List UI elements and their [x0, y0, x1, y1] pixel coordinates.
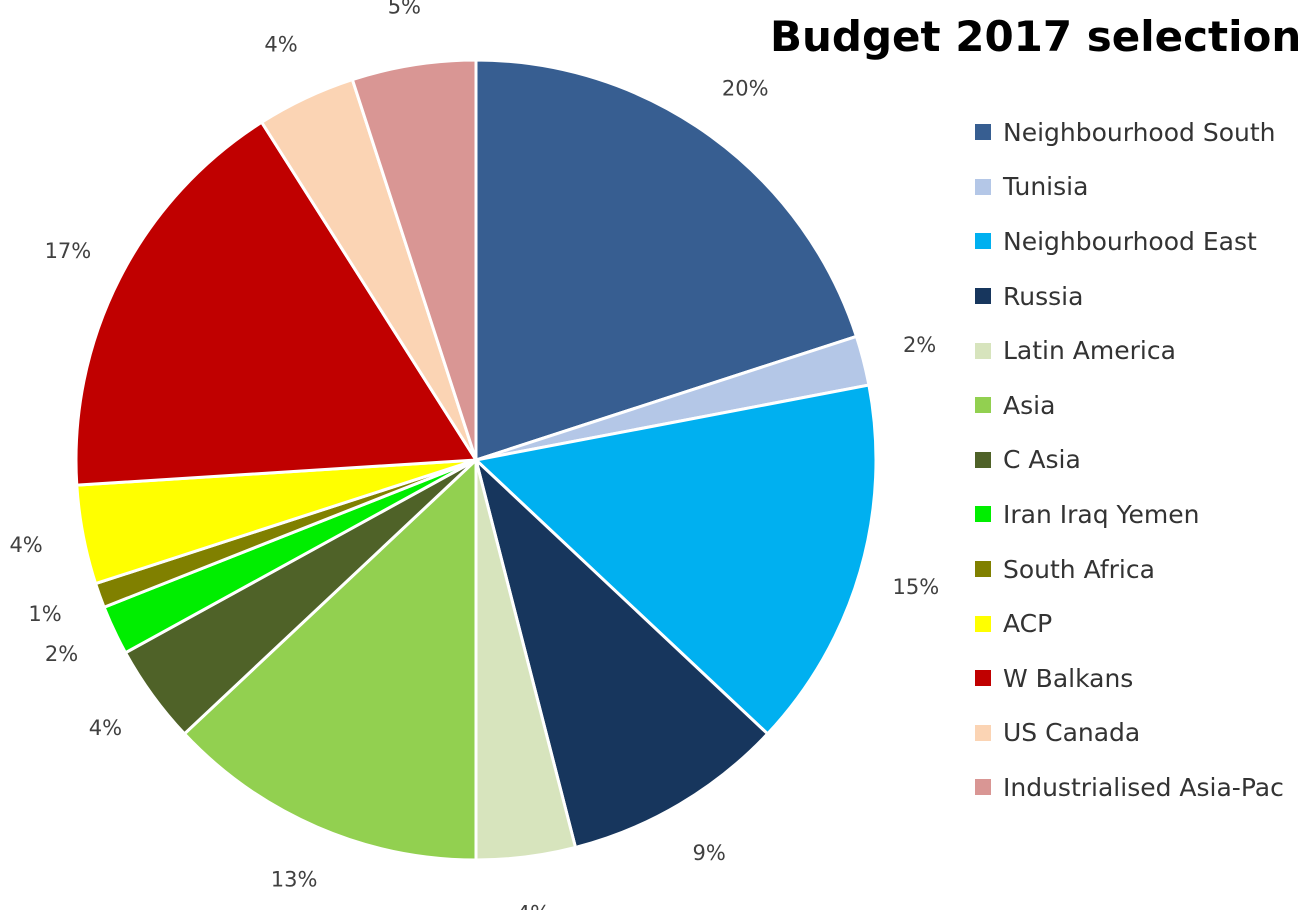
- legend-swatch: [975, 615, 991, 632]
- legend-label: US Canada: [1003, 718, 1141, 748]
- data-label-neighbourhood-south: 20%: [722, 76, 769, 100]
- legend-swatch: [975, 178, 991, 195]
- legend-swatch: [975, 670, 991, 687]
- legend-swatch: [975, 124, 991, 141]
- legend-swatch: [975, 506, 991, 523]
- data-label-industrialised-asia-pac: 5%: [388, 0, 421, 19]
- legend-item-us-canada: US Canada: [975, 706, 1315, 761]
- legend-item-russia: Russia: [975, 269, 1315, 324]
- chart-legend: Neighbourhood South Tunisia Neighbourhood …: [975, 105, 1315, 815]
- legend-label: Latin America: [1003, 336, 1176, 366]
- legend-item-neighbourhood-south: Neighbourhood South: [975, 105, 1315, 160]
- legend-swatch: [975, 233, 991, 250]
- legend-label: C Asia: [1003, 445, 1081, 475]
- legend-label: W Balkans: [1003, 663, 1134, 693]
- legend-item-acp: ACP: [975, 596, 1315, 651]
- pie-slice-neighbourhood-south: [474, 58, 859, 463]
- pie-slice-w-balkans: [74, 120, 479, 487]
- pie-slice-industrialised-asia-pac: [350, 58, 478, 461]
- legend-label: ACP: [1003, 609, 1053, 639]
- legend-label: Neighbourhood South: [1003, 117, 1276, 147]
- legend-swatch: [975, 397, 991, 414]
- data-label-us-canada: 4%: [264, 33, 297, 57]
- legend-item-w-balkans: W Balkans: [975, 651, 1315, 706]
- pie-slice-neighbourhood-east: [472, 383, 878, 736]
- legend-label: Tunisia: [1003, 172, 1089, 202]
- legend-label: Industrialised Asia-Pac: [1003, 772, 1284, 802]
- data-label-neighbourhood-east: 15%: [892, 575, 939, 599]
- legend-item-c-asia: C Asia: [975, 433, 1315, 488]
- legend-label: South Africa: [1003, 554, 1155, 584]
- legend-swatch: [975, 342, 991, 359]
- legend-item-south-africa: South Africa: [975, 542, 1315, 597]
- legend-label: Asia: [1003, 390, 1056, 420]
- pie-slice-russia: [473, 455, 770, 850]
- pie-slice-asia: [182, 456, 478, 862]
- chart-title: Budget 2017 selection: [770, 12, 1302, 61]
- legend-swatch: [975, 779, 991, 796]
- data-label-russia: 9%: [692, 841, 725, 865]
- legend-swatch: [975, 451, 991, 468]
- legend-label: Neighbourhood East: [1003, 226, 1257, 256]
- legend-item-latin-america: Latin America: [975, 323, 1315, 378]
- data-label-tunisia: 2%: [903, 333, 936, 357]
- legend-swatch: [975, 288, 991, 305]
- data-label-acp: 4%: [9, 533, 42, 557]
- data-label-south-africa: 1%: [28, 602, 61, 626]
- legend-swatch: [975, 561, 991, 578]
- legend-item-industrialised-asia-pac: Industrialised Asia-Pac: [975, 760, 1315, 815]
- legend-item-iran-iraq-yemen: Iran Iraq Yemen: [975, 487, 1315, 542]
- legend-label: Russia: [1003, 281, 1084, 311]
- legend-item-neighbourhood-east: Neighbourhood East: [975, 214, 1315, 269]
- legend-item-asia: Asia: [975, 378, 1315, 433]
- data-label-latin-america: 4%: [517, 901, 550, 910]
- legend-label: Iran Iraq Yemen: [1003, 499, 1200, 529]
- data-label-c-asia: 4%: [89, 716, 122, 740]
- legend-swatch: [975, 724, 991, 741]
- data-label-iran-iraq-yemen: 2%: [45, 642, 78, 666]
- data-label-w-balkans: 17%: [45, 239, 92, 263]
- data-label-asia: 13%: [271, 867, 318, 891]
- legend-item-tunisia: Tunisia: [975, 160, 1315, 215]
